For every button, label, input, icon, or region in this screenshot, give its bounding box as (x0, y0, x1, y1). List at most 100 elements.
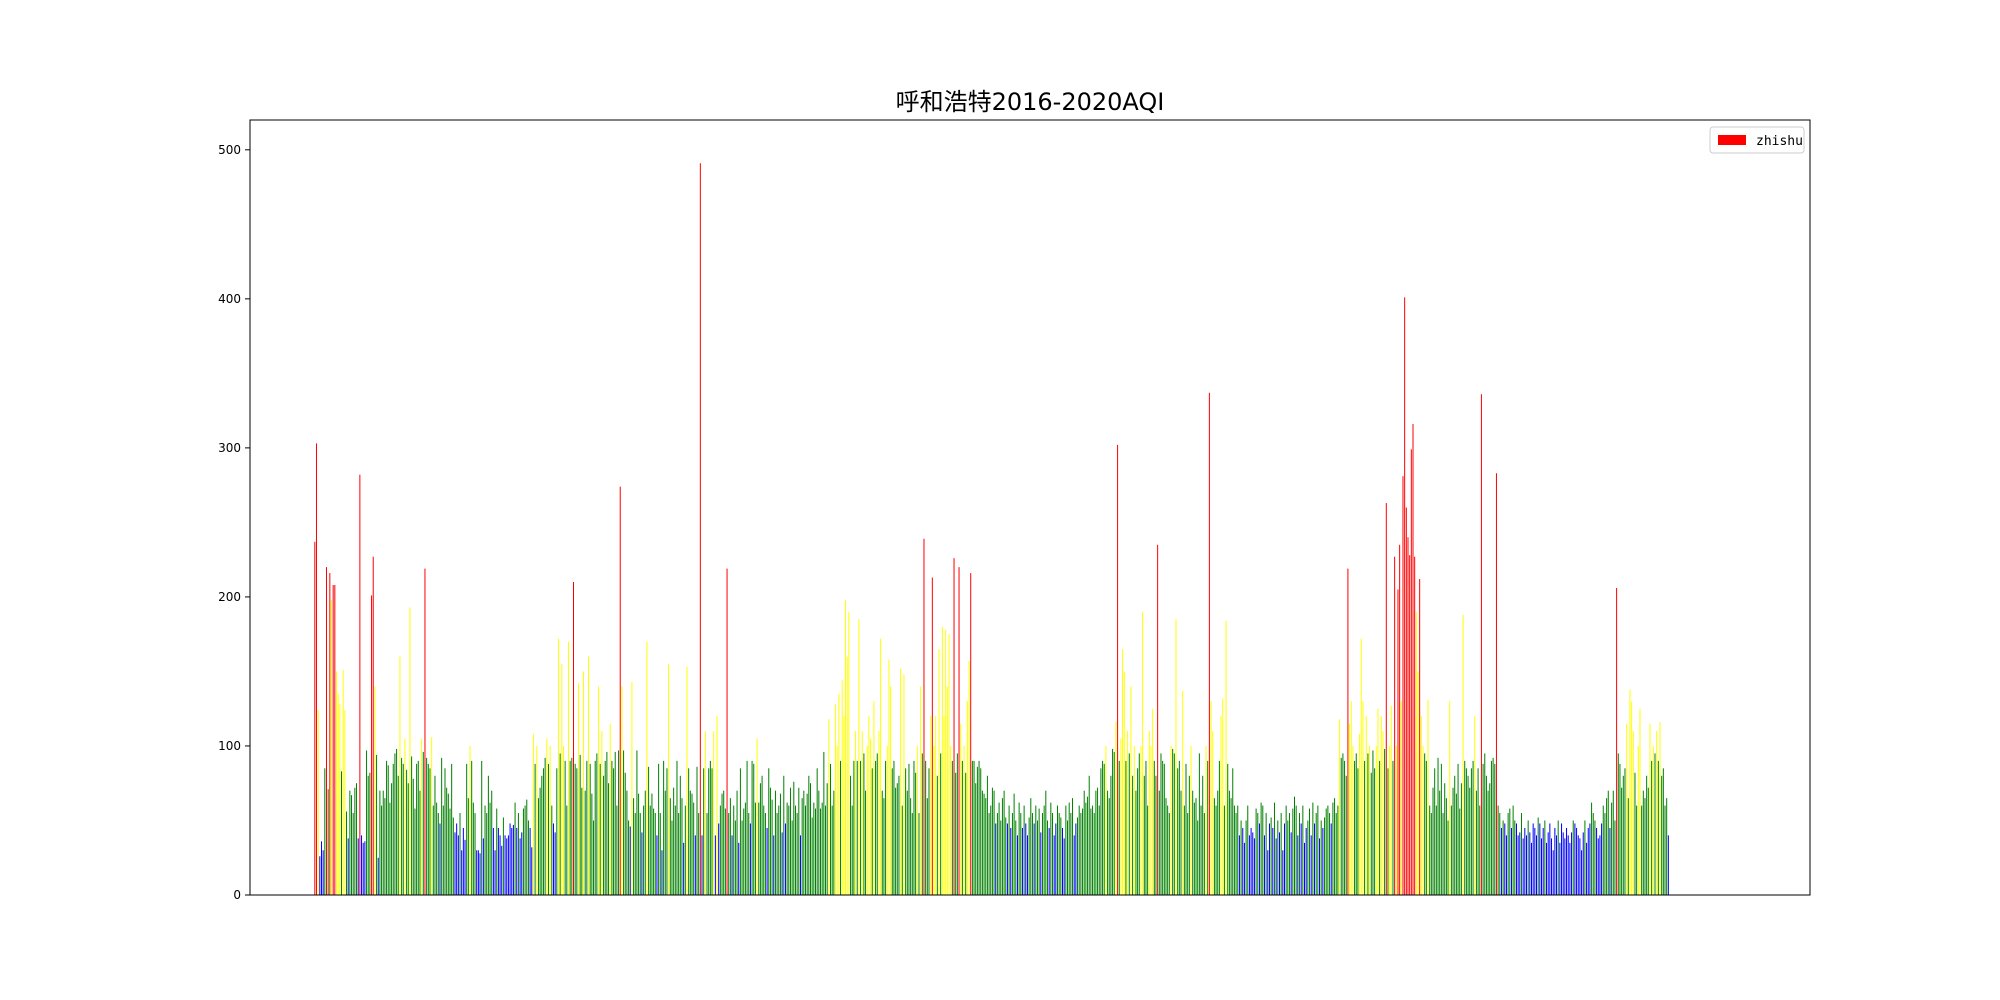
bar (314, 541, 316, 895)
bar (1380, 716, 1382, 895)
bar (1314, 823, 1316, 895)
bar (1544, 820, 1546, 895)
bar (975, 783, 977, 895)
bar (354, 787, 356, 895)
bar (571, 757, 573, 895)
bar (1062, 827, 1064, 895)
bar (332, 585, 334, 895)
bar (733, 805, 735, 895)
bar (1253, 838, 1255, 895)
bar (1162, 760, 1164, 895)
bar (1123, 671, 1125, 895)
bar (396, 748, 398, 895)
bar (644, 790, 646, 895)
bar (1569, 842, 1571, 895)
bar (1661, 775, 1663, 895)
bar (556, 768, 558, 895)
bar (1584, 820, 1586, 895)
y-tick-label: 300 (218, 441, 241, 455)
bar (437, 813, 439, 895)
bar (1307, 820, 1309, 895)
bar (466, 763, 468, 895)
bar (1021, 827, 1023, 895)
bar (1072, 798, 1074, 896)
bar (1050, 802, 1052, 895)
bar (951, 760, 953, 895)
bar (1277, 820, 1279, 895)
bar (808, 775, 810, 895)
bar (881, 790, 883, 895)
bar (521, 832, 523, 895)
bar (1509, 808, 1511, 895)
bar (1460, 783, 1462, 895)
bar (838, 693, 840, 895)
bar (813, 802, 815, 895)
bar (1596, 827, 1598, 895)
bar (1140, 745, 1142, 895)
bar (351, 795, 353, 895)
bar (910, 798, 912, 896)
bar (1025, 823, 1027, 895)
bar (1377, 708, 1379, 895)
bar (885, 760, 887, 895)
bar (1464, 760, 1466, 895)
bar (993, 790, 995, 895)
bar (651, 793, 653, 895)
bar (938, 649, 940, 895)
bar (596, 753, 598, 895)
bar (1489, 783, 1491, 895)
bar (1375, 745, 1377, 895)
bar (1230, 798, 1232, 896)
bar (322, 850, 324, 895)
bar (1505, 835, 1507, 895)
bar (1207, 760, 1209, 895)
bar (362, 842, 364, 895)
bar (673, 787, 675, 895)
bar (736, 790, 738, 895)
bar (329, 573, 331, 895)
bar (472, 802, 474, 895)
bar (1278, 832, 1280, 895)
bar (1063, 838, 1065, 895)
bar (771, 799, 773, 895)
bar (320, 841, 322, 895)
bar (1267, 850, 1269, 895)
bar (1409, 555, 1411, 895)
bar (1657, 760, 1659, 895)
bar (1202, 775, 1204, 895)
bar (986, 775, 988, 895)
bar (825, 805, 827, 895)
bar (1127, 731, 1129, 895)
bar (1252, 832, 1254, 895)
bar (626, 790, 628, 895)
bar (1407, 537, 1409, 895)
bar (1525, 835, 1527, 895)
bar (1574, 823, 1576, 895)
bar-series-zhishu (314, 163, 1669, 896)
bar (1070, 813, 1072, 895)
bar (1622, 775, 1624, 895)
bar (549, 745, 551, 895)
bar (1621, 787, 1623, 895)
bar (1028, 817, 1030, 895)
bar (818, 790, 820, 895)
bar (1085, 802, 1087, 895)
bar (793, 781, 795, 895)
bar (531, 847, 533, 895)
bar (501, 845, 503, 895)
bar (1250, 827, 1252, 895)
bar (703, 768, 705, 895)
bar (401, 757, 403, 895)
bar (1556, 835, 1558, 895)
bar (1647, 787, 1649, 895)
bar (716, 716, 718, 895)
bar (1345, 775, 1347, 895)
bar (930, 716, 932, 895)
bar (940, 753, 942, 895)
bar (1624, 768, 1626, 895)
bar (1260, 802, 1262, 895)
bar (552, 823, 554, 895)
bar (754, 802, 756, 895)
y-tick-label: 400 (218, 292, 241, 306)
bar (1537, 817, 1539, 895)
